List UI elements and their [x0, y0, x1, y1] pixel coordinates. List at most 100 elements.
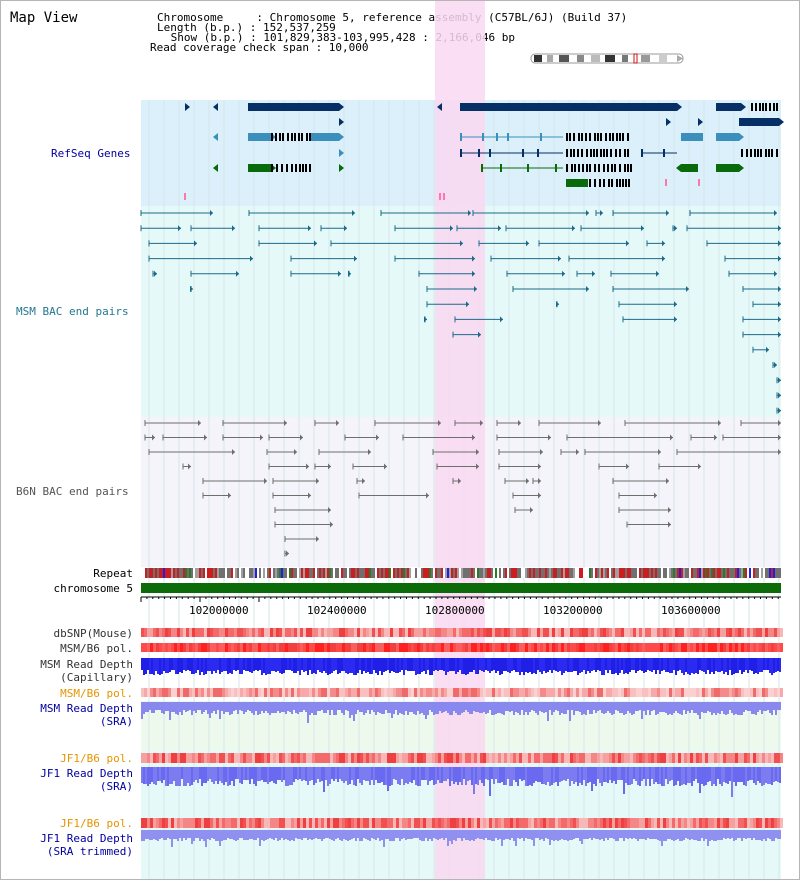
- jf1-pol-cell: [564, 753, 567, 763]
- msm-pol-cell: [540, 643, 543, 652]
- bac-end-arrow: [476, 463, 479, 470]
- jf1-trim-depth-bar: [245, 830, 247, 840]
- jf1-sra-depth-bar: [483, 767, 485, 786]
- msm-sra-pol-cell: [189, 688, 192, 697]
- msm-sra-depth-bar: [385, 702, 387, 710]
- msm-depth-bar: [401, 658, 403, 670]
- msm-depth-bar: [663, 658, 665, 670]
- msm-depth-bar: [683, 658, 685, 675]
- msm-pol-cell: [693, 643, 696, 652]
- msm-depth-bar: [553, 658, 555, 670]
- msm-read-depth-sra-label: MSM Read Depth: [40, 702, 133, 715]
- msm-sra-pol-cell: [231, 688, 234, 697]
- msm-sra-depth-bar: [447, 702, 449, 713]
- jf1-trim-depth-bar: [259, 830, 261, 846]
- msm-pol-cell: [420, 643, 423, 652]
- jf1-trim-depth-bar: [595, 830, 597, 839]
- jf1-sra-depth-bar: [367, 767, 369, 781]
- jf1-trim-depth-bar: [181, 830, 183, 841]
- jf1-trim-pol-cell: [675, 818, 678, 828]
- dbsnp-cell: [588, 628, 591, 637]
- bac-end-arrow: [328, 463, 331, 470]
- dbsnp-cell: [267, 628, 270, 637]
- msm-sra-depth-bar: [721, 702, 723, 711]
- msm-depth-bar: [221, 658, 223, 672]
- repeat-block: [759, 568, 761, 578]
- selected-region-highlight[interactable]: [435, 1, 485, 879]
- dbsnp-cell: [525, 628, 528, 637]
- msm-depth-bar: [171, 658, 173, 670]
- msm-sra-depth-bar: [335, 702, 337, 715]
- msm-depth-bar: [725, 658, 727, 672]
- msm-pol-cell: [339, 643, 342, 652]
- repeat-block: [233, 568, 235, 578]
- chromosome-ideogram[interactable]: [529, 52, 687, 66]
- jf1-sra-depth-bar: [257, 767, 259, 781]
- repeat-block: [411, 568, 413, 578]
- jf1-trim-depth-bar: [569, 830, 571, 840]
- jf1-trim-pol-cell: [729, 818, 732, 828]
- jf1-pol-cell: [750, 753, 753, 763]
- msm-pol-cell: [489, 643, 492, 652]
- bac-end-arrow: [154, 270, 157, 277]
- bac-end-arrow: [562, 270, 565, 277]
- jf1-sra-depth-bar: [481, 767, 483, 783]
- msm-sra-pol-cell: [639, 688, 642, 697]
- msm-sra-depth-bar: [613, 702, 615, 714]
- bac-end-arrow: [328, 507, 331, 513]
- jf1-trim-depth-bar: [703, 830, 705, 841]
- jf1-trim-depth-bar: [143, 830, 145, 841]
- jf1-trim-depth-bar: [287, 830, 289, 840]
- msm-sra-pol-cell: [726, 688, 729, 697]
- coding-exon: [746, 149, 748, 157]
- repeat-block: [575, 568, 577, 578]
- jf1-sra-depth-bar: [147, 767, 149, 786]
- gene-exon: [481, 164, 483, 172]
- bac-end-arrow: [526, 478, 529, 484]
- jf1-trim-depth-bar: [171, 830, 173, 847]
- msm-depth-bar: [703, 658, 705, 672]
- msm-depth-bar: [459, 658, 461, 670]
- msm-depth-bar: [627, 658, 629, 674]
- msm-sra-pol-cell: [204, 688, 207, 697]
- jf1-pol-cell: [744, 753, 747, 763]
- msm-sra-depth-bar: [567, 702, 569, 710]
- coding-exon: [619, 149, 621, 157]
- msm-sra-depth-bar: [681, 702, 683, 715]
- jf1-sra-depth-bar: [155, 767, 157, 785]
- jf1-trim-depth-bar: [261, 830, 263, 840]
- dbsnp-cell: [483, 628, 486, 637]
- repeat-block: [281, 568, 283, 578]
- dbsnp-cell: [504, 628, 507, 637]
- msm-pol-cell: [720, 643, 723, 652]
- msm-depth-bar: [241, 658, 243, 674]
- msm-sra-pol-cell: [558, 688, 561, 697]
- msm-sra-pol-cell: [438, 688, 441, 697]
- msm-sra-depth-bar: [381, 702, 383, 714]
- jf1-sra-depth-bar: [555, 767, 557, 782]
- msm-sra-depth-bar: [227, 702, 229, 712]
- msm-sra-pol-cell: [378, 688, 381, 697]
- msm-depth-bar: [195, 658, 197, 673]
- jf1-trim-depth-bar: [415, 830, 417, 838]
- msm-pol-cell: [327, 643, 330, 652]
- msm-depth-bar: [335, 658, 337, 670]
- jf1-pol-cell: [462, 753, 465, 763]
- msm-sra-pol-cell: [192, 688, 195, 697]
- coding-exon: [630, 164, 632, 172]
- msm-sra-depth-bar: [577, 702, 579, 711]
- msm-sra-pol-cell: [714, 688, 717, 697]
- ruler-tick-label: 103200000: [543, 604, 603, 617]
- jf1-pol-cell: [150, 753, 153, 763]
- msm-sra-depth-bar: [175, 702, 177, 714]
- jf1-trim-pol-cell: [276, 818, 279, 828]
- jf1-trim-depth-bar: [435, 830, 437, 839]
- repeat-block: [415, 568, 417, 578]
- repeat-block: [471, 568, 473, 578]
- dbsnp-cell: [144, 628, 147, 637]
- dbsnp-cell: [702, 628, 705, 637]
- bac-end-arrow: [718, 420, 721, 426]
- msm-sra-pol-cell: [168, 688, 171, 697]
- msm-sra-pol-cell: [660, 688, 663, 697]
